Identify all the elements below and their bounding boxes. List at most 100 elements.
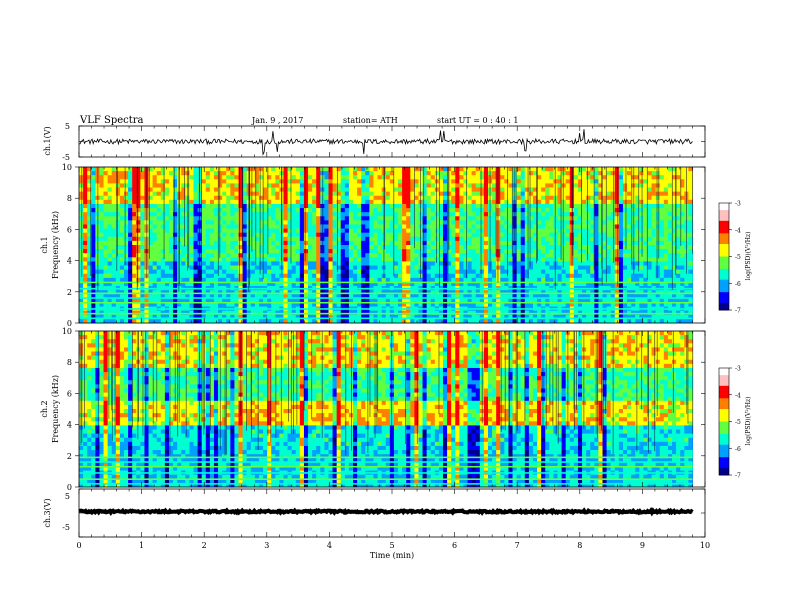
ch1-spec-cell bbox=[91, 273, 96, 279]
ch1-spec-cell bbox=[275, 245, 280, 250]
ch1-spec-cell bbox=[193, 302, 199, 307]
ch1-spec-cell bbox=[537, 273, 542, 279]
ch1-spec-cell bbox=[451, 228, 456, 234]
ch1-spec-cell bbox=[308, 298, 313, 303]
ch1-spec-cell bbox=[87, 199, 92, 205]
ch1-spec-cell bbox=[128, 277, 133, 283]
ch1-spec-cell bbox=[688, 187, 693, 193]
ch1-spec-cell bbox=[537, 216, 542, 221]
ch1-spec-cell bbox=[336, 257, 342, 262]
ch1-spec-cell bbox=[577, 191, 583, 197]
ch1-spec-cell bbox=[410, 175, 415, 180]
ch1-spec-cell bbox=[226, 203, 231, 209]
ch1-spec-cell bbox=[230, 269, 235, 275]
ch1-spec-cell bbox=[426, 187, 432, 193]
ch1-spec-cell bbox=[152, 187, 158, 193]
ch1-spec-cell bbox=[87, 290, 92, 295]
ch1-spec-cell bbox=[537, 245, 542, 250]
ch1-spec-cell bbox=[647, 212, 652, 217]
ch1-spec-cell bbox=[414, 269, 419, 275]
ch1-spec-cell bbox=[283, 245, 288, 250]
ch1-spec-cell bbox=[87, 273, 92, 279]
ch1-spec-cell bbox=[128, 216, 133, 221]
ch1-spec-cell bbox=[651, 171, 657, 176]
ch1-spec-cell bbox=[545, 191, 550, 197]
ch1-spec-cell bbox=[520, 183, 526, 188]
ch1-spec-cell bbox=[111, 240, 117, 246]
ch1-spec-cell bbox=[357, 257, 362, 262]
ch1-spec-cell bbox=[299, 199, 305, 205]
ch1-spec-cell bbox=[651, 208, 657, 213]
ch1-spec-cell bbox=[504, 290, 509, 295]
ch1-spec-cell bbox=[173, 171, 178, 176]
ch1-spec-cell bbox=[344, 273, 350, 279]
ch1-spec-cell bbox=[295, 179, 301, 184]
ch1-spec-cell bbox=[635, 199, 640, 205]
ch1-spec-cell bbox=[344, 298, 350, 303]
ch1-spec-cell bbox=[242, 265, 248, 271]
ch1-spec-cell bbox=[434, 199, 440, 205]
ch1-spec-cell bbox=[201, 220, 207, 225]
ch1-spec-cell bbox=[365, 175, 370, 180]
ch1-spec-cell bbox=[312, 167, 317, 172]
ch1-spec-cell bbox=[516, 236, 522, 242]
ch1-spec-cell bbox=[111, 261, 117, 266]
ch1-spec-cell bbox=[602, 290, 607, 295]
ch1-spec-cell bbox=[610, 277, 616, 283]
ch1-spec-cell bbox=[222, 240, 227, 246]
ch1-spec-cell bbox=[594, 220, 599, 225]
ch1-spec-cell bbox=[590, 277, 595, 283]
ch1-spec-cell bbox=[316, 199, 321, 205]
ch1-spec-cell bbox=[115, 253, 121, 258]
ch1-spec-cell bbox=[132, 240, 137, 246]
ch1-spec-cell bbox=[242, 183, 248, 188]
ch1-spec-cell bbox=[565, 257, 571, 262]
ch1-spec-cell bbox=[377, 261, 383, 266]
ch1-spec-cell bbox=[667, 249, 673, 254]
ch1-spec-cell bbox=[148, 265, 154, 271]
ch1-spec-cell bbox=[528, 249, 534, 254]
ch1-spec-cell bbox=[99, 167, 104, 172]
ch1-spec-cell bbox=[463, 228, 468, 234]
ch1-spec-cell bbox=[467, 261, 473, 266]
ch1-spec-cell bbox=[340, 245, 346, 250]
ch1-spec-cell bbox=[160, 187, 166, 193]
ch1-spec-cell bbox=[463, 281, 468, 287]
ch1-spec-cell bbox=[557, 191, 562, 197]
ch1-spec-cell bbox=[492, 273, 497, 279]
ch1-spec-cell bbox=[496, 253, 501, 258]
ch1-spec-cell bbox=[344, 171, 350, 176]
ch1-spec-cell bbox=[197, 298, 203, 303]
ch1-spec-cell bbox=[467, 199, 473, 205]
ch1-spec-cell bbox=[279, 290, 284, 295]
ch1-spec-cell bbox=[561, 253, 567, 258]
ch1-spec-cell bbox=[332, 179, 338, 184]
ch1-spec-cell bbox=[627, 265, 632, 271]
ch1-spec-cell bbox=[189, 273, 194, 279]
ch1-spec-cell bbox=[324, 216, 329, 221]
ch1-spec-cell bbox=[213, 253, 219, 258]
ch1-spec-cell bbox=[639, 228, 644, 234]
ch1-spec-cell bbox=[631, 294, 636, 299]
ch1-spec-cell bbox=[357, 212, 362, 217]
ch1-spec-cell bbox=[459, 179, 464, 184]
ch1-spec-cell bbox=[140, 273, 145, 279]
ch1-spec-cell bbox=[680, 208, 685, 213]
ch1-spec-cell bbox=[443, 236, 448, 242]
ch1-spec-cell bbox=[532, 220, 538, 225]
ch1-spec-cell bbox=[267, 212, 272, 217]
ch1-spec-cell bbox=[111, 269, 117, 275]
ch1-spec-cell bbox=[115, 199, 121, 205]
ch1-spec-cell bbox=[99, 171, 104, 176]
ch1-spec-cell bbox=[340, 208, 346, 213]
ch1-spec-cell bbox=[385, 224, 391, 229]
ch1-spec-cell bbox=[496, 208, 501, 213]
ch1-spec-cell bbox=[471, 281, 477, 287]
ch1-spec-cell bbox=[528, 240, 534, 246]
ch1-spec-cell bbox=[365, 273, 370, 279]
ch1-spec-cell bbox=[639, 183, 644, 188]
ch1-spec-cell bbox=[111, 253, 117, 258]
ch1-spec-cell bbox=[369, 277, 374, 283]
ch1-spec-cell bbox=[123, 269, 129, 275]
